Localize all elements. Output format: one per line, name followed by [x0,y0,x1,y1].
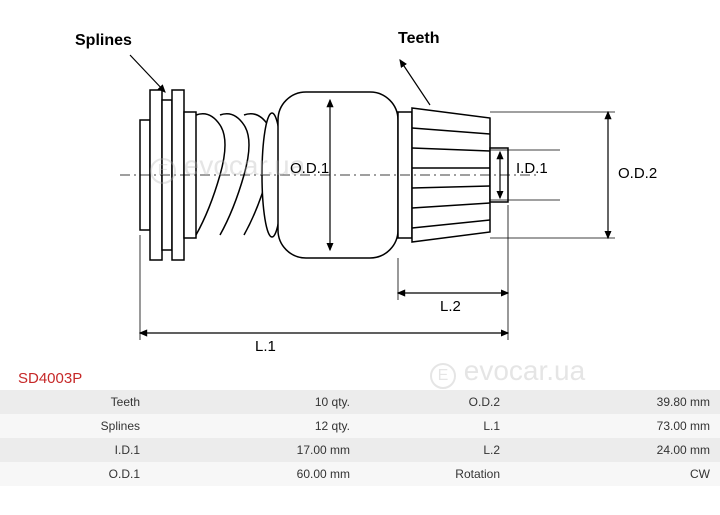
spec-val: 10 qty. [150,390,360,414]
spec-key: Splines [0,414,150,438]
label-id1: I.D.1 [516,160,548,177]
label-l1: L.1 [255,338,276,355]
table-row: Splines12 qty.L.173.00 mm [0,414,720,438]
table-row: Teeth10 qty.O.D.239.80 mm [0,390,720,414]
spec-table: Teeth10 qty.O.D.239.80 mmSplines12 qty.L… [0,390,720,486]
label-od1: O.D.1 [290,160,329,177]
diagram-svg [0,0,720,390]
spec-key: Rotation [360,462,510,486]
label-teeth: Teeth [398,30,439,48]
spec-val: CW [510,462,720,486]
spec-key: Teeth [0,390,150,414]
spec-key: L.2 [360,438,510,462]
table-row: I.D.117.00 mmL.224.00 mm [0,438,720,462]
part-number: SD4003P [18,370,82,387]
watermark: E evocar.ua [150,150,305,184]
spec-val: 39.80 mm [510,390,720,414]
table-row: O.D.160.00 mmRotationCW [0,462,720,486]
spec-val: 17.00 mm [150,438,360,462]
spec-key: I.D.1 [0,438,150,462]
label-splines: Splines [75,32,132,50]
spec-key: L.1 [360,414,510,438]
spec-val: 24.00 mm [510,438,720,462]
watermark: E evocar.ua [430,355,585,389]
spec-val: 73.00 mm [510,414,720,438]
technical-diagram: E evocar.ua E evocar.ua Splines Teeth O.… [0,0,720,390]
label-l2: L.2 [440,298,461,315]
spec-val: 12 qty. [150,414,360,438]
spec-val: 60.00 mm [150,462,360,486]
label-od2: O.D.2 [618,165,657,182]
spec-key: O.D.2 [360,390,510,414]
spec-key: O.D.1 [0,462,150,486]
